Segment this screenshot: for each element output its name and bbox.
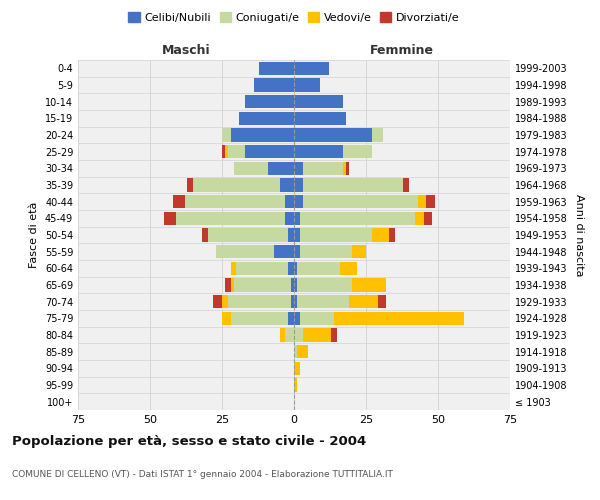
Bar — [415, 212, 424, 225]
Bar — [280, 178, 294, 192]
Bar — [173, 195, 185, 208]
Bar — [300, 212, 415, 225]
Bar — [294, 212, 300, 225]
Bar — [294, 295, 297, 308]
Bar — [294, 112, 346, 125]
Bar — [297, 345, 308, 358]
Bar — [294, 245, 300, 258]
Bar — [222, 295, 228, 308]
Bar — [294, 312, 300, 325]
Bar — [424, 212, 432, 225]
Bar — [294, 195, 302, 208]
Bar — [343, 145, 372, 158]
Bar — [302, 178, 403, 192]
Bar — [216, 245, 274, 258]
Bar — [185, 195, 286, 208]
Bar — [300, 312, 334, 325]
Bar — [377, 295, 386, 308]
Bar — [297, 295, 349, 308]
Bar — [193, 178, 280, 192]
Text: COMUNE DI CELLENO (VT) - Dati ISTAT 1° gennaio 2004 - Elaborazione TUTTITALIA.IT: COMUNE DI CELLENO (VT) - Dati ISTAT 1° g… — [12, 470, 393, 479]
Bar — [259, 62, 294, 75]
Bar — [254, 78, 294, 92]
Bar — [297, 262, 340, 275]
Bar — [268, 162, 294, 175]
Bar — [274, 245, 294, 258]
Bar — [288, 312, 294, 325]
Bar — [222, 145, 225, 158]
Bar — [334, 312, 464, 325]
Bar — [372, 128, 383, 141]
Bar — [294, 178, 302, 192]
Bar — [340, 262, 358, 275]
Bar — [352, 278, 386, 291]
Bar — [294, 345, 297, 358]
Bar — [297, 278, 352, 291]
Bar — [288, 262, 294, 275]
Bar — [302, 162, 343, 175]
Bar — [280, 328, 286, 342]
Bar — [294, 145, 343, 158]
Bar — [286, 328, 294, 342]
Text: Popolazione per età, sesso e stato civile - 2004: Popolazione per età, sesso e stato civil… — [12, 435, 366, 448]
Bar — [300, 228, 372, 241]
Bar — [427, 195, 435, 208]
Bar — [372, 228, 389, 241]
Bar — [294, 328, 302, 342]
Bar — [245, 95, 294, 108]
Bar — [294, 162, 302, 175]
Bar — [230, 278, 233, 291]
Bar — [288, 228, 294, 241]
Bar — [294, 278, 297, 291]
Bar — [239, 112, 294, 125]
Bar — [245, 145, 294, 158]
Bar — [230, 312, 288, 325]
Bar — [343, 162, 346, 175]
Bar — [228, 145, 245, 158]
Bar — [302, 195, 418, 208]
Bar — [230, 262, 236, 275]
Y-axis label: Fasce di età: Fasce di età — [29, 202, 39, 268]
Bar — [389, 228, 395, 241]
Bar — [225, 145, 228, 158]
Bar — [294, 262, 297, 275]
Bar — [164, 212, 176, 225]
Bar — [294, 62, 329, 75]
Bar — [294, 128, 372, 141]
Legend: Celibi/Nubili, Coniugati/e, Vedovi/e, Divorziati/e: Celibi/Nubili, Coniugati/e, Vedovi/e, Di… — [124, 8, 464, 28]
Bar — [352, 245, 366, 258]
Bar — [331, 328, 337, 342]
Bar — [233, 162, 268, 175]
Bar — [187, 178, 193, 192]
Bar — [225, 278, 230, 291]
Bar — [294, 78, 320, 92]
Bar — [236, 262, 288, 275]
Bar — [403, 178, 409, 192]
Text: Femmine: Femmine — [370, 44, 434, 57]
Bar — [349, 295, 377, 308]
Bar — [233, 278, 291, 291]
Bar — [222, 128, 230, 141]
Bar — [294, 362, 300, 375]
Bar — [222, 312, 230, 325]
Bar — [294, 228, 300, 241]
Text: Maschi: Maschi — [161, 44, 211, 57]
Bar — [294, 378, 297, 392]
Bar — [346, 162, 349, 175]
Bar — [300, 245, 352, 258]
Bar — [286, 212, 294, 225]
Bar — [176, 212, 286, 225]
Bar — [294, 95, 343, 108]
Bar — [230, 128, 294, 141]
Bar — [202, 228, 208, 241]
Y-axis label: Anni di nascita: Anni di nascita — [574, 194, 584, 276]
Bar — [214, 295, 222, 308]
Bar — [291, 295, 294, 308]
Bar — [302, 328, 331, 342]
Bar — [208, 228, 288, 241]
Bar — [286, 195, 294, 208]
Bar — [291, 278, 294, 291]
Bar — [228, 295, 291, 308]
Bar — [418, 195, 427, 208]
